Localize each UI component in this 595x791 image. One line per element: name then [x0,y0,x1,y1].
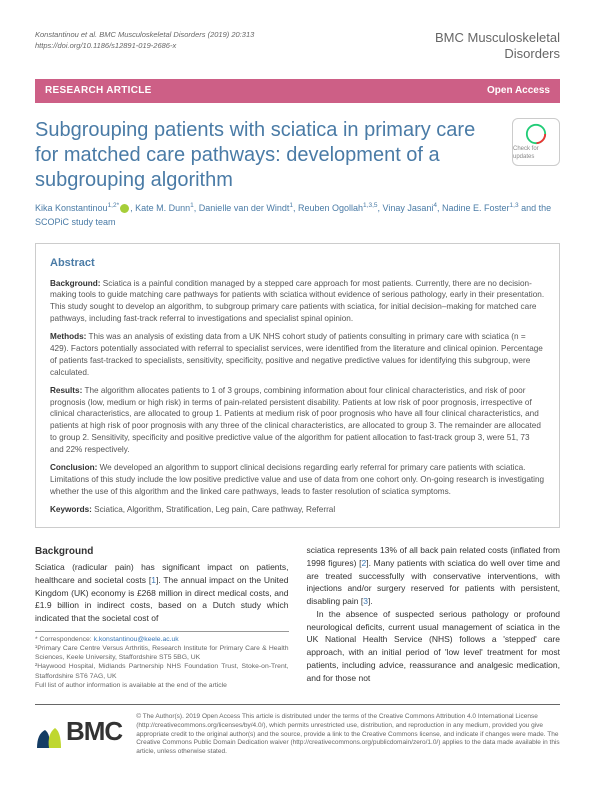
orcid-icon[interactable] [120,204,129,213]
authors-list: Kika Konstantinou1,2*, Kate M. Dunn1, Da… [35,201,560,229]
bmc-logo: BMC [35,713,122,750]
footer: BMC © The Author(s). 2019 Open Access Th… [35,704,560,757]
methods-text: This was an analysis of existing data fr… [50,332,543,377]
bmc-logo-icon [35,724,63,750]
column-left: Background Sciatica (radicular pain) has… [35,544,289,690]
conclusion-text: We developed an algorithm to support cli… [50,463,544,496]
background-heading: Background [35,544,289,559]
email-link[interactable]: k.konstantinou@keele.ac.uk [94,636,179,643]
conclusion-label: Conclusion: [50,463,97,472]
footnotes: * Correspondence: k.konstantinou@keele.a… [35,631,289,690]
license-text: © The Author(s). 2019 Open Access This a… [136,713,560,757]
abstract-methods: Methods: This was an analysis of existin… [50,331,545,379]
badge-text: Check for updates [513,145,559,162]
article-type-banner: RESEARCH ARTICLE Open Access [35,79,560,103]
affiliation-1: ¹Primary Care Centre Versus Arthritis, R… [35,644,289,662]
methods-label: Methods: [50,332,86,341]
ref-1[interactable]: 1 [151,575,156,585]
title-row: Subgrouping patients with sciatica in pr… [35,118,560,193]
ref-2[interactable]: 2 [361,558,366,568]
citation-text: Konstantinou et al. BMC Musculoskeletal … [35,30,254,39]
journal-name: BMC Musculoskeletal Disorders [435,30,560,61]
header: Konstantinou et al. BMC Musculoskeletal … [35,30,560,61]
doi-link[interactable]: https://doi.org/10.1186/s12891-019-2686-… [35,41,176,50]
body-para-1: Sciatica (radicular pain) has significan… [35,561,289,625]
affiliation-note: Full list of author information is avail… [35,681,289,690]
crossmark-icon [525,123,547,145]
background-text: Sciatica is a painful condition managed … [50,279,544,324]
keywords-label: Keywords: [50,505,92,514]
results-text: The algorithm allocates patients to 1 of… [50,386,541,454]
abstract-conclusion: Conclusion: We developed an algorithm to… [50,462,545,498]
article-type: RESEARCH ARTICLE [45,84,152,98]
affiliation-2: ²Haywood Hospital, Midlands Partnership … [35,662,289,680]
citation-block: Konstantinou et al. BMC Musculoskeletal … [35,30,254,51]
abstract-heading: Abstract [50,256,545,271]
bmc-logo-text: BMC [66,716,122,746]
body-para-3: In the absence of suspected serious path… [307,608,561,685]
results-label: Results: [50,386,82,395]
abstract-results: Results: The algorithm allocates patient… [50,385,545,456]
background-label: Background: [50,279,101,288]
ref-3[interactable]: 3 [363,596,368,606]
keywords-line: Keywords: Sciatica, Algorithm, Stratific… [50,504,545,515]
body-columns: Background Sciatica (radicular pain) has… [35,544,560,690]
correspondence: * Correspondence: k.konstantinou@keele.a… [35,635,289,644]
journal-line2: Disorders [504,46,560,61]
body-para-2: sciatica represents 13% of all back pain… [307,544,561,608]
open-access-label: Open Access [487,84,550,98]
abstract-box: Abstract Background: Sciatica is a painf… [35,243,560,528]
column-right: sciatica represents 13% of all back pain… [307,544,561,690]
keywords-text: Sciatica, Algorithm, Stratification, Leg… [94,505,335,514]
crossmark-badge[interactable]: Check for updates [512,118,560,166]
journal-line1: BMC Musculoskeletal [435,30,560,45]
abstract-background: Background: Sciatica is a painful condit… [50,278,545,326]
article-title: Subgrouping patients with sciatica in pr… [35,118,497,193]
